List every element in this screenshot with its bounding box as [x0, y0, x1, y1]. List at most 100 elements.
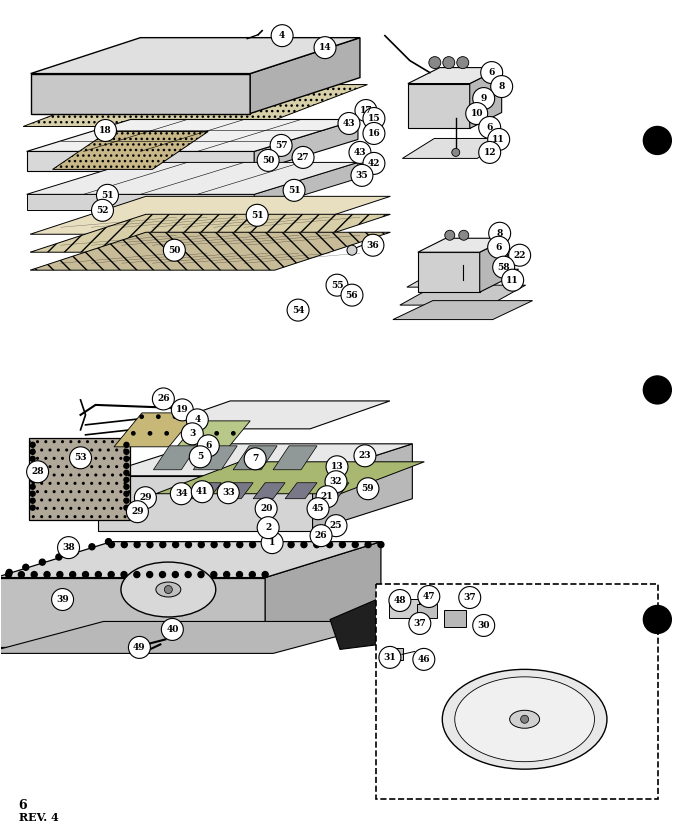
Text: 11: 11 [507, 275, 519, 284]
Circle shape [186, 542, 192, 547]
Polygon shape [330, 590, 420, 649]
Circle shape [349, 141, 371, 164]
Circle shape [292, 146, 314, 169]
Circle shape [160, 571, 165, 577]
Polygon shape [189, 483, 221, 499]
FancyBboxPatch shape [387, 648, 403, 661]
Text: 6: 6 [486, 123, 493, 132]
Circle shape [643, 127, 671, 155]
Text: 19: 19 [176, 405, 188, 414]
Polygon shape [98, 476, 313, 531]
Polygon shape [154, 446, 197, 470]
Text: 45: 45 [312, 504, 324, 514]
Circle shape [18, 571, 24, 577]
Polygon shape [403, 138, 509, 159]
Circle shape [250, 542, 256, 547]
Circle shape [163, 239, 186, 261]
Text: 33: 33 [222, 488, 235, 497]
Circle shape [217, 482, 239, 504]
Circle shape [152, 388, 174, 410]
Text: 8: 8 [496, 229, 503, 237]
Text: 59: 59 [362, 485, 374, 493]
Circle shape [30, 477, 35, 482]
Circle shape [108, 571, 114, 577]
Circle shape [443, 56, 455, 69]
Circle shape [313, 542, 320, 547]
Circle shape [124, 449, 129, 454]
Polygon shape [150, 401, 390, 429]
Circle shape [124, 485, 129, 490]
Text: 18: 18 [99, 126, 112, 135]
Circle shape [261, 532, 283, 553]
Circle shape [95, 571, 101, 577]
Circle shape [95, 119, 116, 141]
Circle shape [352, 542, 358, 547]
Circle shape [275, 542, 282, 547]
Text: 43: 43 [354, 148, 367, 157]
Text: 30: 30 [477, 621, 490, 630]
Text: 40: 40 [166, 625, 179, 634]
Circle shape [92, 199, 114, 222]
Circle shape [347, 246, 357, 256]
Text: 6: 6 [18, 799, 27, 812]
Text: 47: 47 [422, 592, 435, 601]
Polygon shape [171, 421, 250, 455]
Circle shape [307, 498, 329, 519]
Polygon shape [27, 119, 358, 151]
Polygon shape [470, 68, 502, 128]
Text: 35: 35 [356, 171, 369, 180]
Circle shape [355, 99, 377, 122]
Polygon shape [114, 413, 197, 447]
Ellipse shape [156, 582, 181, 597]
Polygon shape [418, 252, 479, 292]
FancyBboxPatch shape [417, 605, 437, 619]
Circle shape [198, 571, 204, 577]
Text: 41: 41 [196, 487, 209, 496]
Circle shape [314, 36, 336, 59]
Text: 55: 55 [330, 280, 343, 289]
Polygon shape [479, 238, 508, 292]
Polygon shape [27, 194, 254, 210]
Circle shape [418, 586, 440, 608]
Circle shape [473, 614, 494, 637]
Circle shape [27, 461, 48, 483]
Circle shape [267, 532, 277, 542]
Circle shape [30, 457, 35, 461]
Circle shape [262, 571, 268, 577]
Text: 26: 26 [157, 394, 170, 404]
Circle shape [237, 542, 243, 547]
Polygon shape [52, 131, 208, 170]
Circle shape [105, 538, 112, 545]
Circle shape [363, 122, 385, 145]
Text: 20: 20 [260, 504, 272, 514]
Polygon shape [273, 446, 317, 470]
Text: 4: 4 [279, 31, 285, 41]
Text: 4: 4 [194, 415, 201, 424]
Circle shape [129, 637, 150, 658]
Text: 36: 36 [367, 241, 379, 250]
Circle shape [509, 244, 530, 266]
Circle shape [643, 605, 671, 633]
Text: 58: 58 [497, 263, 510, 272]
Text: 17: 17 [360, 106, 372, 115]
Text: 15: 15 [368, 114, 380, 123]
Circle shape [23, 564, 29, 571]
Circle shape [97, 184, 118, 206]
Text: 49: 49 [133, 643, 146, 652]
Polygon shape [285, 483, 317, 499]
Polygon shape [408, 84, 470, 128]
Ellipse shape [455, 676, 594, 762]
Text: 56: 56 [345, 290, 358, 299]
Circle shape [30, 449, 35, 454]
Circle shape [69, 447, 92, 469]
Circle shape [185, 571, 191, 577]
Polygon shape [27, 151, 254, 171]
Circle shape [301, 542, 307, 547]
Polygon shape [250, 38, 360, 113]
Polygon shape [221, 483, 253, 499]
Polygon shape [0, 542, 381, 577]
Circle shape [160, 542, 166, 547]
Circle shape [109, 542, 114, 547]
Circle shape [489, 222, 511, 244]
Polygon shape [254, 119, 358, 171]
